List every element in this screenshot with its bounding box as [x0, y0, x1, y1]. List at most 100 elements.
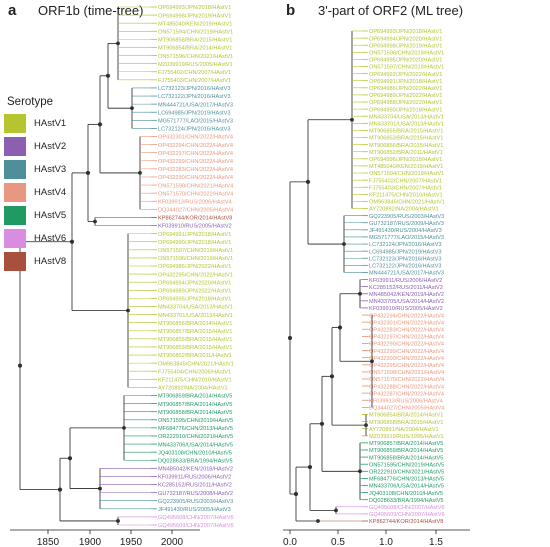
- tip-label: OP694988/JPN/2022/HAstV1: [369, 100, 442, 106]
- tip-label: OP694992/JPN/2022/HAstV1: [369, 72, 442, 78]
- tip-label: MT906853/BRA/2015/HAstV1: [158, 345, 232, 351]
- tip-label: OP694990/JPN/2018/HAstV1: [158, 240, 231, 246]
- x-tick-label: 0.5: [331, 537, 345, 547]
- tip-label: MG571777/LAO/2015/HAstV3: [158, 119, 233, 125]
- tip-label: OP694998/JPN/2019/HAstV1: [369, 43, 442, 49]
- tip-label: OP432294/CHN/2022/HAstV4: [158, 143, 233, 149]
- tip-label: JF491430/RUS/2005/HAstV3: [158, 507, 231, 513]
- tip-label: LC732123/JPN/2016/HAstV3: [369, 256, 441, 262]
- tip-label: GQ495608/CHN/2007/HAstV6: [369, 505, 445, 511]
- tip-label: AY720891/NA/2004/HAstV1: [369, 427, 439, 433]
- tip-label: MT906856/BRA/2014/HAstV1: [158, 321, 232, 327]
- tip-label: OP432294/CHN/2022/HAstV4: [369, 313, 444, 319]
- tip-label: KC285152/RUS/2011/HAstV2: [369, 285, 443, 291]
- legend-item: HAstV5: [4, 204, 86, 227]
- tip-label: MT906857/BRA/2015/HAstV1: [158, 329, 232, 335]
- tip-label: OM963845/CHN/2021/HAstV1: [369, 200, 445, 206]
- tip-label: MN433706/USA/2014/HAstV5: [158, 442, 233, 448]
- tip-label: OP694996/JPN/2018/HAstV1: [369, 157, 442, 163]
- tip-label: OP432290/CHN/2022/HAstV4: [158, 175, 233, 181]
- tip-label: LC694985/JPN/2019/HAstV3: [369, 249, 441, 255]
- tip-label: MT906854/BRA/2014/HAstV1: [369, 413, 443, 419]
- tip-label: JF491430/RUS/2004/HAstV3: [369, 228, 442, 234]
- tip-label: ON571598/CHN/2021/HAstV4: [158, 183, 233, 189]
- legend-label: HAstV4: [34, 187, 67, 198]
- tip-label: GQ495609/CHN/2007/HAstV6: [369, 512, 445, 518]
- tip-label: OP694991/JPN/2018/HAstV1: [369, 79, 442, 85]
- legend-label: HAstV2: [34, 141, 67, 152]
- tip-label: KF211475/CHN/2010/HAstV1: [369, 193, 443, 199]
- tip-label: MN433701/USA/2013/HAstV1: [158, 313, 233, 319]
- tip-label: MZ039919/RUS/1995/HAstV1: [369, 434, 444, 440]
- tip-label: KP862744/KOR/2014/HAstV8: [369, 519, 443, 525]
- legend-label: HAstV1: [34, 118, 67, 129]
- tip-label: DQ344027/CHN/2005/HAstV4: [369, 406, 444, 412]
- tip-label: OP694990/JPN/2018/HAstV1: [369, 107, 442, 113]
- tip-label: LC694985/JPN/2019/HAstV3: [158, 110, 230, 116]
- tip-label: ON571595/CHN/2019/HAstV5: [158, 418, 233, 424]
- tip-label: LC732123/JPN/2016/HAstV3: [158, 86, 230, 92]
- tip-label: MN485042/KEN/2018/HAstV2: [158, 467, 233, 473]
- x-tick-label: 1.0: [379, 537, 393, 547]
- legend-item: HAstV2: [4, 135, 86, 158]
- tip-label: MN433705/USA/2014/HAstV2: [369, 299, 444, 305]
- tip-label: GU732187/RUS/2009/HAstV3: [369, 221, 444, 227]
- x-tick-label: 0.0: [283, 537, 297, 547]
- legend-item: HAstV4: [4, 181, 86, 204]
- tip-label: OP432297/CHN/2022/HAstV4: [158, 151, 233, 157]
- tip-label: AY720892/NA/2004/HAstV1: [158, 386, 228, 392]
- tip-label: OP694995/JPN/2018/HAstV1: [158, 297, 231, 303]
- tip-label: MT906856/BRA/2015/HAstV1: [369, 143, 443, 149]
- legend-swatch: [4, 229, 26, 248]
- legend-label: HAstV3: [34, 164, 67, 175]
- x-tick-label: 1950: [120, 537, 143, 547]
- tip-label: KF039913/RUS/2006/HAstV4: [158, 199, 232, 205]
- tip-label: GQ495608/CHN/2007/HAstV6: [158, 515, 234, 521]
- tip-label: MT906853/BRA/2015/HAstV1: [369, 136, 443, 142]
- tip-label: MT906858/BRA/2015/HAstV1: [158, 38, 232, 44]
- tip-label: FJ755402/CHN/2007/HAstV1: [158, 70, 231, 76]
- tip-label: OP694994/JPN/2020/HAstV1: [158, 280, 231, 286]
- tip-label: OP694998/JPN/2019/HAstV1: [158, 13, 231, 19]
- x-tick-label: 1850: [37, 537, 60, 547]
- tip-label: OP694994/JPN/2020/HAstV1: [369, 36, 442, 42]
- tip-label: KF039913/RUS/2006/HAstV4: [369, 398, 443, 404]
- legend-label: HAstV5: [34, 210, 67, 221]
- tip-label: GU732187/RUS/2008/HAstV2: [158, 491, 233, 497]
- legend-swatch: [4, 137, 26, 156]
- legend-item: HAstV3: [4, 158, 86, 181]
- tip-label: MN444721/USA/2017/HAstV3: [158, 102, 233, 108]
- legend-swatch: [4, 114, 26, 133]
- node-marker: [17, 363, 23, 368]
- tip-label: MG571777/LAO/2015/HAstV3: [369, 235, 444, 241]
- tip-label: DQ028633/BRA/1994/HAstV5: [369, 498, 444, 504]
- tip-label: MF684776/CHN/2013/HAstV5: [158, 426, 233, 432]
- tip-label: OP432299/CHN/2022/HAstV4: [369, 349, 444, 355]
- legend-swatch: [4, 160, 26, 179]
- tip-label: FJ755402/CHN/2007/HAstV1: [369, 178, 442, 184]
- tip-label: MT906852/BRA/2011/HAstV1: [369, 150, 443, 156]
- tip-label: ON571598/CHN/2021/HAstV4: [369, 370, 444, 376]
- tip-label: KF039910/RUS/2005/HAstV2: [369, 306, 443, 312]
- tip-label: GQ223905/RUS/2003/HAstV3: [158, 499, 233, 505]
- tip-label: OP432301/CHN/2022/HAstV4: [369, 320, 444, 326]
- tip-label: OP694989/JPN/2022/HAstV1: [369, 93, 442, 99]
- x-tick-label: 1.5: [429, 537, 443, 547]
- tip-label: ON571570/CHN/2022/HAstV4: [158, 191, 233, 197]
- tip-label: OP694986/JPN/2022/HAstV1: [158, 264, 231, 270]
- legend-items: HAstV1 HAstV2 HAstV3 HAstV4 HAstV5 HAstV6 HAst…: [4, 112, 86, 273]
- tip-label: MT906859/BRA/2014/HAstV5: [369, 448, 443, 454]
- legend-title: Serotype: [7, 96, 54, 108]
- tip-label: MT485040/KEN/2019/HAstV1: [369, 164, 443, 170]
- tip-label: OP694993/JPN/2018/HAstV1: [369, 29, 442, 35]
- tip-label: MT906852/BRA/2011/HAstV1: [158, 353, 232, 359]
- tip-label: OR222910/CHN/2021/HAstV5: [158, 434, 233, 440]
- tip-label: ON571594/CHN/2019/HAstV1: [369, 171, 444, 177]
- tip-label: MT485040/KEN/2019/HAstV1: [158, 21, 232, 27]
- tip-label: OP694993/JPN/2018/HAstV1: [158, 5, 231, 11]
- tip-label: OP694989/JPN/2022/HAstV1: [158, 288, 231, 294]
- tip-label: MT906858/BRA/2014/HAstV5: [369, 455, 443, 461]
- tip-label: AY720892/NA/2004/HAstV1: [369, 207, 439, 213]
- tip-label: MN433706/USA/2014/HAstV5: [369, 484, 444, 490]
- tip-label: LC732124/JPN/2016/HAstV3: [158, 127, 230, 133]
